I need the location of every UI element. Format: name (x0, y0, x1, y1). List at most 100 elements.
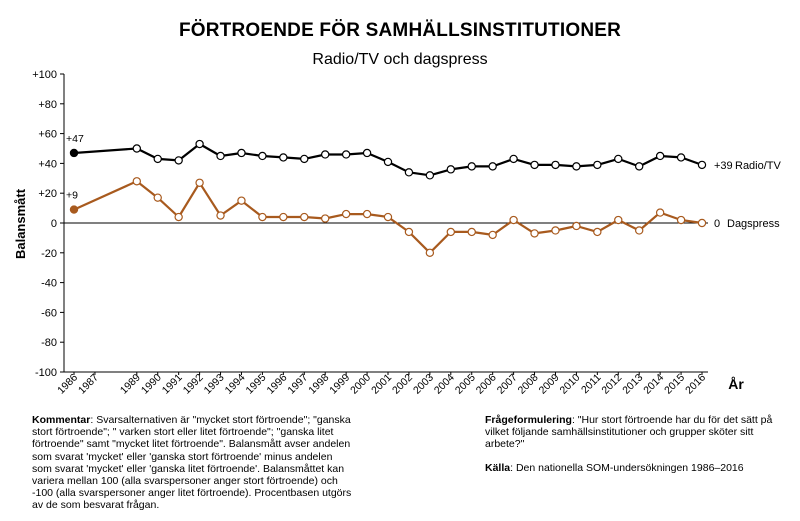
y-tick-label: -100 (35, 367, 57, 379)
x-tick-label: 1987 (76, 372, 101, 397)
x-tick-label: 1989 (118, 372, 143, 397)
x-tick-label: 2007 (495, 372, 520, 397)
x-tick-label: 1999 (327, 372, 352, 397)
y-tick-label: 0 (51, 218, 57, 230)
data-point (195, 178, 204, 187)
x-tick-label: 2012 (599, 372, 624, 397)
data-point (341, 209, 351, 219)
data-point (404, 227, 414, 237)
x-tick-label: 2015 (662, 372, 687, 397)
x-tick-label: 2014 (641, 372, 666, 397)
x-tick-label: 2000 (348, 372, 373, 397)
data-point (509, 215, 518, 225)
x-tick-label: 1996 (264, 372, 289, 397)
chart-axes: +100+80+60+40+200-20-40-60-80-1001986198… (32, 69, 708, 397)
end-value-label: +39 (714, 160, 733, 172)
data-point (425, 248, 435, 257)
data-point (572, 162, 581, 171)
data-point (488, 230, 497, 240)
source-note: Källa: Den nationella SOM-undersökningen… (485, 462, 785, 474)
data-point (153, 193, 162, 202)
data-point (614, 154, 623, 164)
data-point (362, 148, 372, 158)
data-point (237, 148, 246, 158)
x-tick-label: 2009 (537, 372, 562, 397)
y-tick-label: -40 (41, 278, 57, 290)
data-point (174, 212, 183, 222)
comment-note: Kommentar: Svarsalternativen är "mycket … (32, 414, 352, 512)
x-tick-label: 2011 (579, 372, 604, 397)
data-point (530, 160, 539, 170)
y-tick-label: +60 (38, 129, 57, 141)
data-point (216, 211, 225, 220)
x-tick-label: 2006 (474, 372, 499, 397)
data-point (467, 162, 476, 171)
data-point (362, 209, 372, 219)
x-tick-label: 2016 (683, 372, 708, 397)
source-label: Källa (485, 461, 511, 474)
data-point (509, 154, 518, 164)
data-point (655, 208, 665, 217)
data-point (341, 150, 351, 159)
y-tick-label: +80 (38, 99, 57, 111)
x-tick-label: 2005 (453, 372, 478, 397)
data-point (69, 205, 79, 214)
end-value-label: 0 (714, 218, 720, 230)
x-tick-label: 1993 (202, 372, 227, 397)
data-point (132, 177, 141, 186)
data-point (446, 227, 455, 237)
data-point (132, 144, 141, 153)
data-point (676, 153, 686, 162)
series-layer: +47 +39 Radio/TV +9 0 Dagspress (66, 133, 782, 257)
x-tick-label: 1994 (223, 372, 248, 397)
chart-title: FÖRTROENDE FÖR SAMHÄLLSINSTITUTIONER (178, 20, 622, 41)
series-name-label: Radio/TV (735, 160, 782, 172)
data-point (174, 156, 183, 165)
x-tick-label: 1991 (160, 372, 185, 397)
data-point (635, 226, 644, 235)
start-value-label: +47 (66, 133, 84, 145)
y-tick-label: -80 (41, 337, 57, 349)
x-axis-label: År (728, 376, 744, 392)
data-point (530, 229, 539, 238)
y-tick-label: -20 (41, 248, 57, 260)
data-point (404, 168, 414, 177)
x-tick-label: 1998 (306, 372, 331, 397)
question-note: Frågeformulering: "Hur stort förtroende … (485, 414, 785, 474)
data-point (572, 221, 581, 231)
data-point (593, 160, 602, 170)
data-point (614, 215, 623, 225)
y-tick-label: -60 (41, 307, 57, 319)
data-point (635, 162, 644, 171)
question-label: Frågeformulering (485, 414, 572, 426)
data-point (300, 212, 309, 222)
series-dagspress: +9 0 Dagspress (66, 177, 780, 257)
data-point (551, 226, 560, 235)
chart-subtitle: Radio/TV och dagspress (312, 51, 488, 68)
data-point (697, 218, 707, 228)
y-tick-label: +20 (38, 188, 57, 200)
data-point (321, 150, 330, 159)
x-tick-label: 2004 (432, 372, 457, 397)
series-name-label: Dagspress (727, 218, 780, 230)
x-tick-label: 1995 (244, 372, 269, 397)
data-point (593, 227, 602, 237)
data-point (655, 151, 665, 161)
question-text: : "Hur stort förtroende har du för det s… (485, 414, 773, 451)
data-point (488, 162, 497, 171)
start-value-label: +9 (66, 190, 78, 202)
series-radio-tv: +47 +39 Radio/TV (66, 133, 782, 180)
data-point (258, 212, 267, 222)
data-point (237, 196, 246, 205)
x-tick-label: 2013 (620, 372, 645, 397)
data-point (467, 227, 476, 237)
data-point (383, 157, 393, 167)
x-tick-label: 2001 (369, 372, 394, 397)
x-tick-label: 2002 (390, 372, 415, 397)
data-point (69, 148, 79, 158)
data-point (216, 151, 225, 161)
y-tick-label: +100 (32, 69, 57, 81)
data-point (279, 212, 288, 222)
comment-text: : Svarsalternativen är "mycket stort för… (32, 414, 352, 512)
data-point (279, 153, 288, 162)
